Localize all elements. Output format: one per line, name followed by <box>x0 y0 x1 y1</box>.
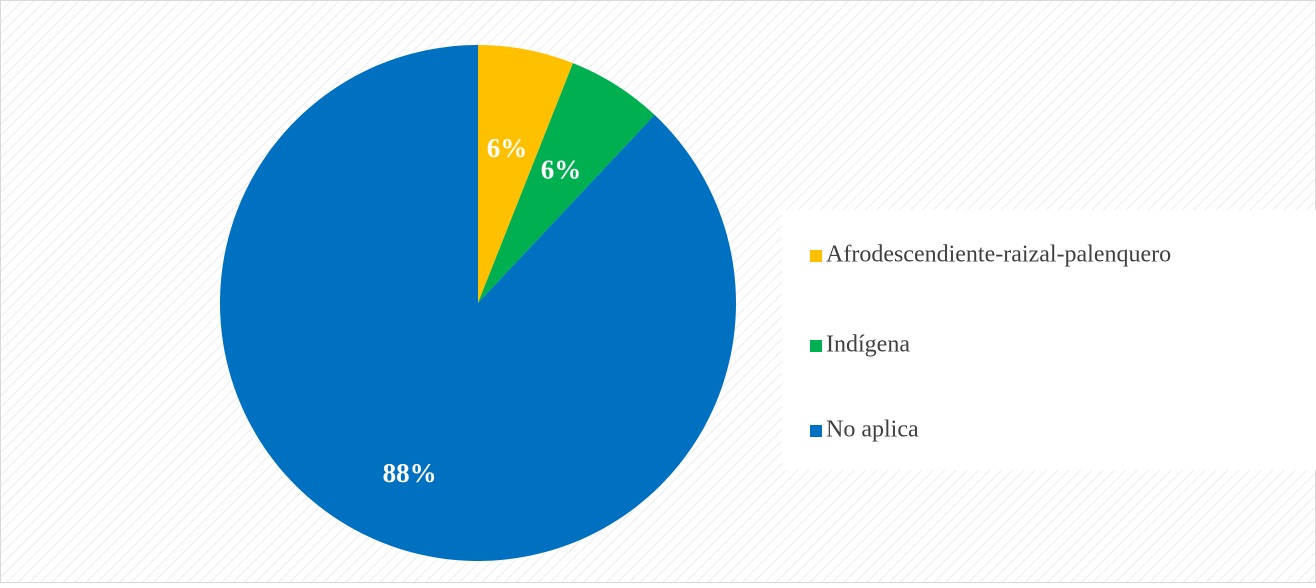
chart: 6% 6% 88% Afrodescendiente-raizal-palenquer… <box>0 0 1316 583</box>
value-label: 88% <box>383 458 437 488</box>
legend-label: No aplica <box>826 417 919 443</box>
legend-swatch <box>810 340 822 352</box>
legend-swatch <box>810 250 822 262</box>
legend-label: Indígena <box>826 332 910 358</box>
legend-swatch <box>810 425 822 437</box>
value-label: 6% <box>487 133 528 163</box>
value-label: 6% <box>541 155 582 185</box>
legend-label: Afrodescendiente-raizal-palenquero <box>826 242 1171 268</box>
